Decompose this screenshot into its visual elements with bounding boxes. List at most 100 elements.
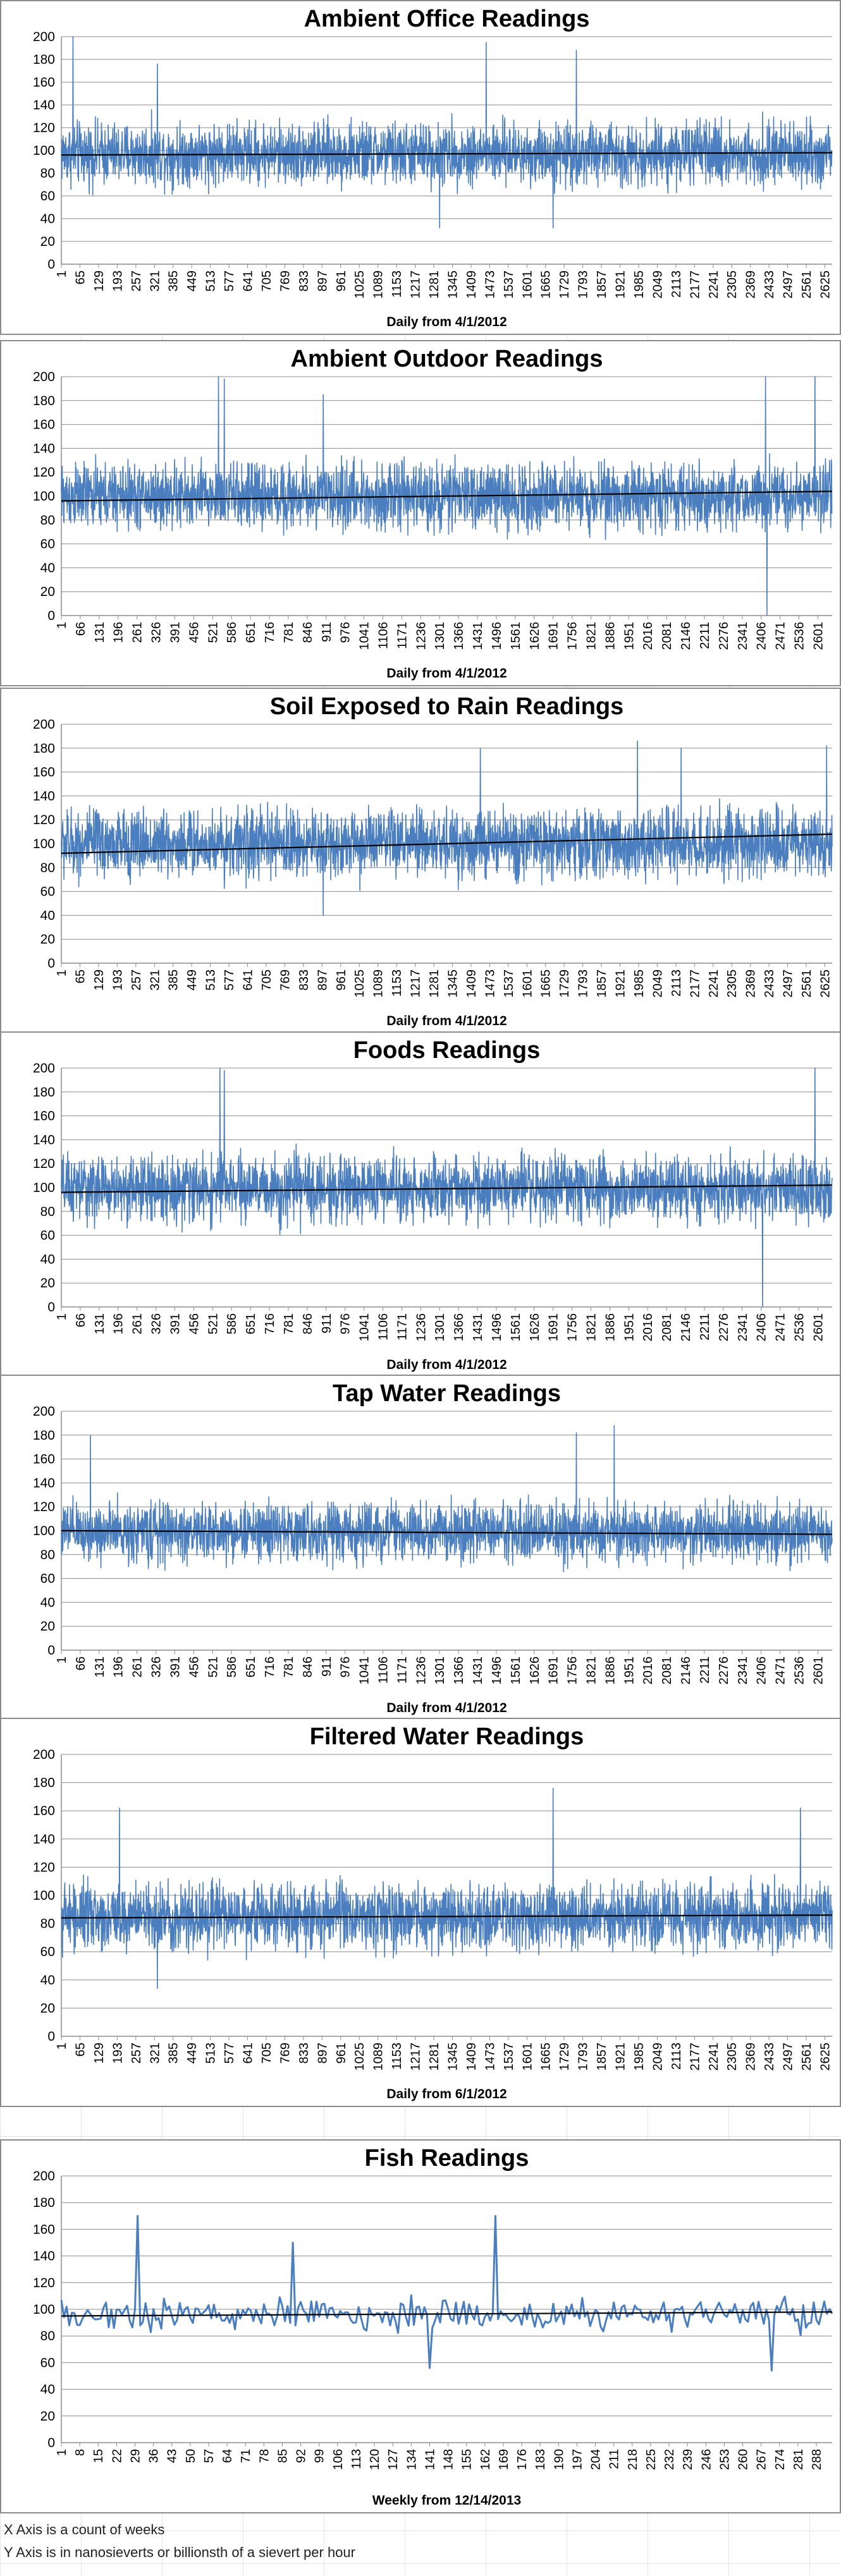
y-tick-label: 0 [47, 956, 55, 971]
y-tick-label: 200 [33, 1061, 55, 1076]
y-tick-label: 140 [33, 1133, 55, 1147]
x-tick-label: 1345 [446, 2043, 460, 2071]
chart-title: Ambient Office Readings [304, 6, 590, 32]
x-tick-label: 2369 [744, 2043, 758, 2071]
x-tick-label: 2625 [819, 2043, 833, 2071]
y-tick-label: 100 [33, 489, 55, 504]
x-tick-label: 2113 [670, 969, 684, 997]
x-tick-label: 232 [663, 2449, 677, 2470]
x-tick-label: 2016 [641, 622, 655, 650]
y-tick-label: 60 [40, 885, 55, 899]
series-line [60, 2215, 833, 2372]
y-tick-label: 60 [40, 1945, 55, 1959]
x-tick-label: 1886 [603, 1313, 617, 1342]
y-tick-label: 200 [33, 1404, 55, 1419]
x-tick-label: 705 [260, 2043, 274, 2063]
x-tick-label: 391 [169, 622, 183, 643]
x-tick-label: 1431 [471, 622, 485, 650]
x-tick-label: 66 [74, 622, 88, 636]
x-tick-label: 2177 [688, 2043, 702, 2071]
x-tick-label: 2049 [651, 270, 665, 299]
x-tick-label: 1626 [528, 622, 542, 650]
y-tick-label: 60 [40, 189, 55, 204]
x-tick-label: 2276 [717, 622, 731, 650]
x-tick-label: 65 [74, 2043, 88, 2057]
x-tick-label: 2276 [717, 1656, 731, 1685]
x-axis-label: Daily from 4/1/2012 [386, 315, 506, 329]
x-tick-label: 1496 [490, 1656, 504, 1685]
x-tick-label: 651 [244, 1313, 258, 1334]
y-tick-label: 120 [33, 1500, 55, 1514]
x-tick-label: 1025 [353, 270, 367, 299]
x-tick-label: 577 [223, 969, 236, 990]
x-tick-label: 92 [295, 2449, 309, 2463]
x-tick-label: 257 [130, 969, 144, 990]
y-tick-label: 200 [33, 370, 55, 384]
y-tick-label: 160 [33, 418, 55, 432]
x-tick-label: 1985 [632, 270, 646, 299]
x-tick-label: 1691 [547, 1656, 561, 1685]
x-tick-label: 2561 [800, 969, 814, 998]
x-tick-label: 976 [339, 1656, 353, 1677]
y-tick-label: 0 [47, 2436, 55, 2450]
x-tick-label: 1301 [433, 1313, 447, 1342]
y-tick-label: 180 [33, 394, 55, 408]
x-axis-label: Weekly from 12/14/2013 [372, 2493, 521, 2508]
y-tick-label: 160 [33, 1804, 55, 1818]
chart-panel-foods[interactable]: Foods Readings 0 20 40 60 80 100 120 140 160 180 20… [0, 1031, 841, 1378]
trend-line [61, 1184, 833, 1193]
x-tick-label: 961 [335, 270, 348, 291]
y-tick-label: 180 [33, 1085, 55, 1100]
x-tick-label: 2049 [651, 969, 665, 998]
chart-panel-ambient-outdoor[interactable]: Ambient Outdoor Readings 0 20 40 60 80 100 120 1… [0, 340, 841, 686]
chart-panel-fish[interactable]: Fish Readings 0 20 40 60 80 100 120 140 160 180 200… [0, 2139, 841, 2513]
y-tick-label: 0 [47, 609, 55, 623]
x-tick-label: 113 [350, 2449, 364, 2469]
chart-title: Ambient Outdoor Readings [291, 346, 603, 372]
x-tick-label: 1561 [509, 1313, 523, 1342]
y-tick-label: 40 [40, 1252, 55, 1267]
x-tick-label: 577 [223, 2043, 236, 2063]
y-tick-label: 140 [33, 2249, 55, 2264]
x-tick-label: 15 [92, 2449, 106, 2463]
x-tick-label: 2433 [763, 2043, 777, 2071]
x-tick-label: 204 [589, 2449, 603, 2470]
x-tick-label: 1473 [483, 969, 497, 998]
x-tick-label: 1793 [577, 270, 591, 299]
x-tick-label: 897 [316, 2043, 329, 2063]
x-tick-label: 833 [297, 969, 311, 990]
x-tick-label: 2536 [793, 1656, 807, 1685]
x-tick-label: 1281 [427, 969, 441, 998]
x-tick-label: 218 [626, 2449, 640, 2470]
chart-title: Tap Water Readings [333, 1380, 561, 1407]
x-tick-label: 8 [73, 2449, 87, 2456]
chart-panel-filtered-water[interactable]: Filtered Water Readings 0 20 40 60 80 100 120 14… [0, 1718, 841, 2107]
x-tick-label: 1 [55, 1313, 69, 1320]
x-tick-label: 196 [112, 622, 126, 643]
x-tick-label: 833 [297, 270, 311, 291]
x-tick-label: 281 [792, 2449, 806, 2470]
x-tick-label: 169 [497, 2449, 511, 2470]
x-tick-label: 1729 [558, 270, 572, 299]
x-tick-label: 976 [339, 622, 353, 643]
x-tick-label: 897 [316, 270, 329, 291]
chart-panel-soil-exposed-to-rain[interactable]: Soil Exposed to Rain Readings 0 20 40 60 80 10… [0, 688, 841, 1034]
x-tick-label: 586 [225, 622, 239, 643]
x-tick-label: 1857 [595, 270, 609, 299]
x-tick-label: 1793 [577, 2043, 591, 2071]
x-tick-label: 85 [276, 2449, 290, 2463]
x-tick-label: 2471 [774, 1656, 788, 1685]
y-tick-label: 100 [33, 2302, 55, 2317]
x-tick-label: 1366 [452, 1656, 466, 1685]
x-tick-label: 1601 [520, 2043, 534, 2071]
y-tick-label: 200 [33, 717, 55, 732]
x-tick-label: 1301 [433, 1656, 447, 1685]
y-tick-label: 80 [40, 166, 55, 181]
x-tick-label: 1153 [390, 270, 404, 298]
chart-panel-ambient-office[interactable]: Ambient Office Readings 0 20 40 60 80 100 120 14… [0, 0, 841, 335]
y-tick-label: 20 [40, 234, 55, 249]
x-tick-label: 261 [131, 1313, 145, 1334]
chart-title: Fish Readings [365, 2145, 529, 2172]
chart-panel-tap-water[interactable]: Tap Water Readings 0 20 40 60 80 100 120 140 160 1… [0, 1375, 841, 1721]
x-tick-label: 193 [111, 270, 125, 291]
